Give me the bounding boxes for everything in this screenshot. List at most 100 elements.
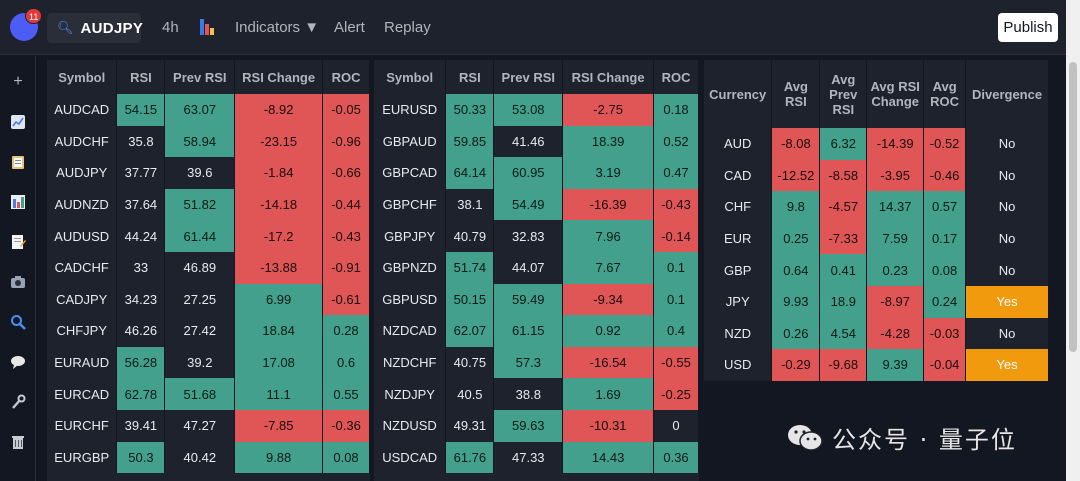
interval-button[interactable]: 4h	[162, 19, 179, 36]
symbol-cell: EURCAD	[47, 378, 118, 410]
wrench-icon[interactable]	[10, 394, 26, 410]
column-header: Prev RSI	[164, 60, 236, 94]
vertical-scrollbar[interactable]	[1066, 0, 1080, 481]
value-cell: 7.59	[866, 222, 925, 255]
value-cell: 35.8	[116, 125, 166, 158]
value-cell: 0.52	[653, 125, 699, 158]
alert-button[interactable]: Alert	[334, 19, 365, 36]
symbol-cell: AUDUSD	[47, 220, 118, 252]
value-cell: 39.41	[116, 409, 166, 442]
value-cell: 38.8	[493, 378, 564, 410]
search-icon[interactable]	[10, 314, 26, 330]
symbol-cell: GBPAUD	[374, 125, 447, 158]
table-row: GBPJPY 40.79 32.83 7.96 -0.14	[374, 220, 699, 252]
rsi-table-2: Symbol RSI Prev RSI RSI Change ROC EURUSD 50.…	[374, 60, 699, 474]
indicators-button[interactable]: Indicators ▼	[235, 19, 320, 36]
notification-badge[interactable]: 11	[25, 8, 43, 24]
notes-icon[interactable]	[10, 234, 26, 250]
value-cell: 0.4	[653, 315, 699, 347]
value-cell: 0.36	[653, 441, 699, 474]
value-cell: -16.39	[562, 188, 655, 221]
value-cell: 40.79	[445, 220, 495, 252]
clipboard-icon[interactable]	[10, 154, 26, 170]
value-cell: -0.14	[653, 220, 699, 252]
value-cell: 27.42	[164, 315, 236, 347]
table-row: AUDCAD 54.15 63.07 -8.92 -0.05	[47, 94, 370, 126]
value-cell: 37.77	[116, 157, 166, 189]
column-header: RSI Change	[234, 60, 324, 94]
value-cell: 44.07	[493, 251, 564, 284]
value-cell: -0.91	[322, 251, 370, 284]
symbol-label: AUDJPY	[80, 19, 144, 37]
rsi-table-2-panel: Symbol RSI Prev RSI RSI Change ROC EURUSD 50.…	[374, 60, 699, 481]
publish-button[interactable]: Publish	[998, 13, 1058, 42]
value-cell: 58.94	[164, 125, 236, 158]
value-cell: 54.15	[116, 94, 166, 126]
symbol-cell: NZDUSD	[374, 409, 447, 442]
value-cell: No	[965, 191, 1049, 223]
table-row: EURGBP 50.3 40.42 9.88 0.08	[47, 441, 370, 474]
scrollbar-thumb[interactable]	[1069, 62, 1077, 352]
value-cell: 0.64	[771, 254, 821, 286]
table-row: AUDJPY 37.77 39.6 -1.84 -0.66	[47, 157, 370, 189]
value-cell: -0.36	[322, 409, 370, 442]
symbol-cell: CADJPY	[47, 283, 118, 316]
value-cell: 60.95	[493, 157, 564, 189]
value-cell: 41.46	[493, 125, 564, 158]
chart-type-icon[interactable]	[200, 19, 214, 35]
value-cell: 11.1	[234, 378, 324, 410]
value-cell: 27.25	[164, 283, 236, 316]
line-chart-icon[interactable]	[10, 114, 26, 130]
value-cell: 61.44	[164, 220, 236, 252]
bar-chart-icon[interactable]	[10, 194, 26, 210]
value-cell: 49.31	[445, 409, 495, 442]
table-row: EURCAD 62.78 51.68 11.1 0.55	[47, 378, 370, 410]
symbol-cell: CHF	[704, 191, 773, 223]
value-cell: 0.23	[866, 254, 925, 286]
value-cell: -7.33	[819, 222, 868, 255]
value-cell: 7.96	[562, 220, 655, 252]
value-cell: 14.37	[866, 191, 925, 223]
value-cell: 46.89	[164, 251, 236, 284]
table-row: GBPCHF 38.1 54.49 -16.39 -0.43	[374, 188, 699, 221]
symbol-cell: EURGBP	[47, 441, 118, 474]
value-cell: 39.6	[164, 157, 236, 189]
value-cell: -9.34	[562, 283, 655, 316]
symbol-search-button[interactable]: 🔍︎ AUDJPY	[47, 13, 144, 43]
trash-icon[interactable]	[10, 434, 26, 450]
value-cell: 0.25	[771, 222, 821, 255]
symbol-cell: CADCHF	[47, 251, 118, 284]
table-row: NZDCAD 62.07 61.15 0.92 0.4	[374, 315, 699, 347]
value-cell: 51.82	[164, 188, 236, 221]
value-cell: 47.33	[493, 441, 564, 474]
value-cell: -17.2	[234, 220, 324, 252]
symbol-cell: NZDCAD	[374, 315, 447, 347]
symbol-cell: EURUSD	[374, 94, 447, 126]
column-header: Avg ROC	[923, 60, 967, 128]
value-cell: 51.74	[445, 251, 495, 284]
table-row: EURAUD 56.28 39.2 17.08 0.6	[47, 346, 370, 379]
symbol-cell: GBP	[704, 254, 773, 286]
value-cell: 59.63	[493, 409, 564, 442]
column-header: ROC	[653, 60, 699, 94]
value-cell: 18.84	[234, 315, 324, 347]
replay-button[interactable]: Replay	[384, 19, 431, 36]
symbol-cell: AUDJPY	[47, 157, 118, 189]
chat-icon[interactable]	[10, 354, 26, 370]
value-cell: 56.28	[116, 346, 166, 379]
plus-icon[interactable]: +	[13, 73, 23, 90]
column-header: RSI Change	[562, 60, 655, 94]
value-cell: 0.55	[322, 378, 370, 410]
currency-strength-panel: Currency Avg RSI Avg Prev RSI Avg RSI Chang…	[704, 60, 1049, 381]
symbol-cell: AUDCAD	[47, 94, 118, 126]
value-cell: 0.24	[923, 285, 967, 318]
value-cell: -0.44	[322, 188, 370, 221]
symbol-cell: GBPJPY	[374, 220, 447, 252]
table-row: NZDJPY 40.5 38.8 1.69 -0.25	[374, 378, 699, 410]
value-cell: 40.75	[445, 346, 495, 379]
value-cell: -3.95	[866, 159, 925, 192]
value-cell: 9.8	[771, 191, 821, 223]
table-header-row: Symbol RSI Prev RSI RSI Change ROC	[374, 60, 699, 94]
value-cell: 40.5	[445, 378, 495, 410]
camera-icon[interactable]	[10, 274, 26, 290]
